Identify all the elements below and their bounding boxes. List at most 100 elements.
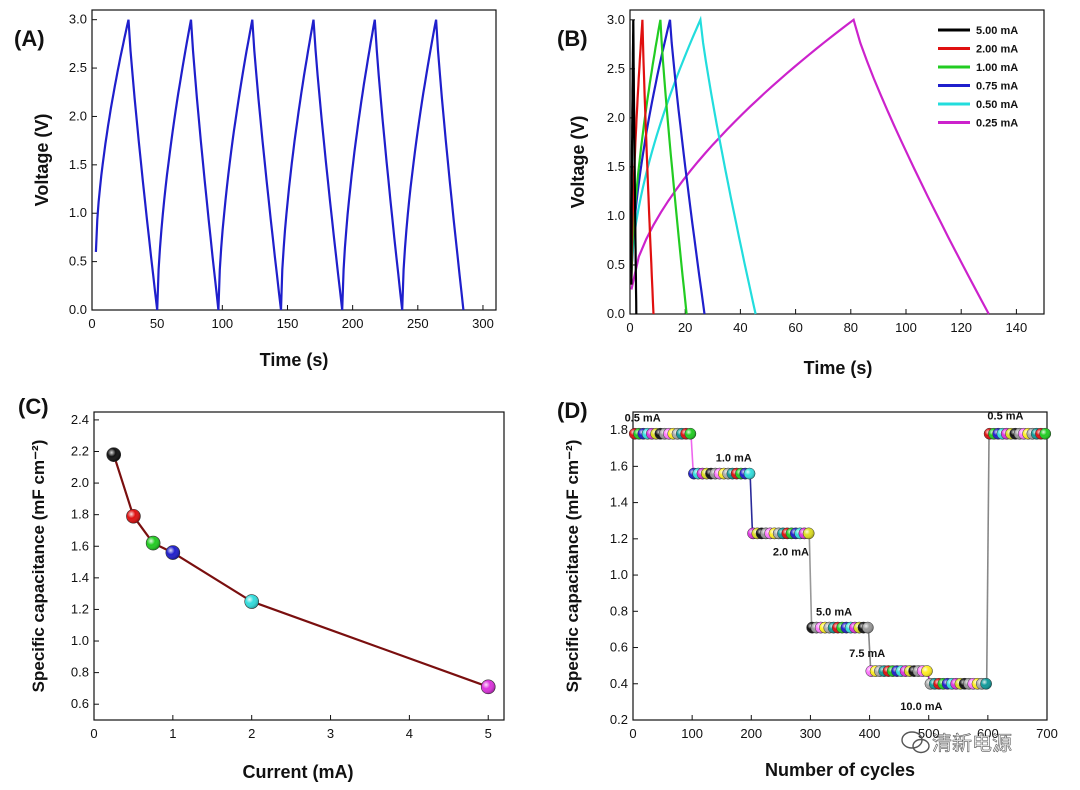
panel-b-legend-label: 0.50 mA: [976, 99, 1018, 111]
panel-d-ytick-label: 0.6: [610, 640, 628, 655]
panel-d-point-highlight: [1039, 428, 1051, 440]
panel-c-series-line: [112, 454, 489, 688]
panel-b-series-line: [630, 19, 638, 315]
panel-c-point-highlight: [165, 545, 180, 560]
panel-c-ytick-label: 1.0: [71, 633, 89, 648]
panel-d-ytick-label: 0.8: [610, 603, 628, 618]
panel-a-series-line: [94, 19, 465, 311]
panel-d-segment-label: 7.5 mA: [849, 648, 885, 660]
panel-a-ytick-label: 1.0: [69, 205, 87, 220]
panel-d-ytick-label: 1.6: [610, 458, 628, 473]
panel-d-xtick-label: 600: [977, 726, 999, 741]
panel-c-ylabel: Specific capacitance (mF cm⁻²): [29, 440, 48, 693]
panel-c-ytick-label: 1.2: [71, 601, 89, 616]
panel-c-frame: [93, 411, 505, 721]
panel-b-series-line: [630, 19, 706, 315]
panel-a-ticks: 0 50 100 150 200 250 300 0.0 0.5 1.0 1.5 2.0 2.5 3.0: [69, 12, 494, 331]
panel-b-xtick-label: 0: [626, 320, 633, 335]
panel-c-ytick-label: 1.6: [71, 538, 89, 553]
panel-c-ticks: 0 1 2 3 4 5 0.6 0.8 1.0 1.2 1.4 1.6 1.8 2.0 2.2 2.4: [71, 412, 492, 741]
panel-c-ytick-label: 1.4: [71, 570, 89, 585]
panel-a-frame: [91, 9, 497, 311]
panel-c-xtick-label: 3: [327, 726, 334, 741]
panel-a-ylabel: Voltage (V): [32, 114, 52, 207]
wechat-icon: [901, 731, 930, 754]
panel-d-segment-label: 5.0 mA: [816, 607, 852, 619]
panel-b-series-line: [630, 15, 757, 315]
panel-b-legend-label: 2.00 mA: [976, 44, 1018, 56]
panel-d-frame: [632, 411, 1048, 721]
watermark: 清新电源: [901, 731, 1012, 755]
panel-d-xtick-label: 400: [859, 726, 881, 741]
panel-c-point-highlight: [146, 536, 161, 551]
panel-d-ytick-label: 1.0: [610, 567, 628, 582]
panel-c-xtick-label: 4: [406, 726, 413, 741]
panel-b-ytick-label: 1.0: [607, 208, 625, 223]
panel-b-xtick-label: 60: [788, 320, 802, 335]
panel-d-ytick-label: 1.4: [610, 495, 628, 510]
panel-a-xtick-label: 300: [472, 316, 494, 331]
panel-b-xtick-label: 120: [950, 320, 972, 335]
panel-a-xtick-label: 150: [277, 316, 299, 331]
panel-d-point-highlight: [684, 428, 696, 440]
panel-c-series: [106, 447, 496, 695]
panel-d-point-highlight: [803, 527, 815, 539]
panel-b-ytick-label: 2.0: [607, 110, 625, 125]
panel-d: (D) 0 100 200 300 400 500 600 700 0.2 0.4 0.6 0.8 1.…: [557, 398, 1058, 780]
panel-a-ytick-label: 0.0: [69, 302, 87, 317]
panel-d-point-highlight: [743, 468, 756, 480]
panel-d-ytick-label: 1.2: [610, 531, 628, 546]
panel-d-segment-label: 2.0 mA: [773, 546, 809, 558]
panel-a-label: (A): [14, 26, 45, 51]
panel-a-series: [94, 19, 465, 311]
panel-b-xtick-label: 40: [733, 320, 747, 335]
panel-b-ylabel: Voltage (V): [568, 116, 588, 209]
panel-c: (C) 0 1 2 3 4 5 0.6 0.8 1.0 1.2 1.4 1.6 1.8 2.0 2.2 2.4…: [18, 394, 505, 782]
panel-c-xtick-label: 5: [485, 726, 492, 741]
panel-a-xlabel: Time (s): [260, 350, 329, 370]
panel-d-point-highlight: [980, 678, 992, 690]
panel-d-connector-line: [749, 473, 754, 534]
panel-b-ytick-label: 0.0: [607, 306, 625, 321]
panel-d-ytick-label: 0.2: [610, 712, 628, 727]
panel-b-ticks: 0 20 40 60 80 100 120 140 0.0 0.5 1.0 1.5 2.0 2.5 3.0: [607, 12, 1027, 335]
panel-c-point-highlight: [126, 509, 141, 524]
panel-c-xtick-label: 2: [248, 726, 255, 741]
panel-d-ytick-label: 0.4: [610, 676, 628, 691]
panel-d-ytick-label: 1.8: [610, 422, 628, 437]
panel-b-xtick-label: 80: [844, 320, 858, 335]
panel-b-series-line: [630, 17, 990, 315]
panel-a: (A) 0 50 100 150 200 250 300 0.0 0.5 1.0 1.5 2.0 2.5…: [14, 9, 497, 370]
panel-b-ytick-label: 0.5: [607, 257, 625, 272]
panel-c-ytick-label: 2.4: [71, 412, 89, 427]
panel-d-xtick-label: 500: [918, 726, 940, 741]
panel-b-xtick-label: 20: [678, 320, 692, 335]
watermark-text: 清新电源: [932, 731, 1012, 755]
panel-a-xtick-label: 100: [211, 316, 233, 331]
panel-d-xtick-label: 300: [800, 726, 822, 741]
panel-d-ylabel: Specific capacitance (mF cm⁻²): [563, 440, 582, 693]
panel-d-connector-line: [867, 627, 872, 672]
panel-b-frame: [629, 9, 1045, 315]
panel-a-ytick-label: 0.5: [69, 254, 87, 269]
panel-d-segment-label: 0.5 mA: [625, 413, 661, 425]
panel-d-connector-line: [985, 433, 990, 684]
panel-b: (B) 0 20 40 60 80 100 120 140 0.0 0.5 1.0 1.5 2.0 2.5…: [557, 9, 1045, 378]
panel-d-xlabel: Number of cycles: [765, 760, 915, 780]
panel-a-xtick-label: 50: [150, 316, 164, 331]
panel-c-ytick-label: 0.6: [71, 696, 89, 711]
panel-b-series: [630, 15, 990, 315]
panel-d-connector-line: [690, 433, 695, 474]
panel-d-point-highlight: [862, 622, 874, 634]
panel-b-legend-label: 1.00 mA: [976, 62, 1018, 74]
panel-d-segment-label: 1.0 mA: [716, 453, 752, 465]
panel-d-xtick-label: 100: [681, 726, 703, 741]
panel-a-xtick-label: 0: [88, 316, 95, 331]
panel-c-point-highlight: [106, 447, 121, 462]
panel-a-ytick-label: 3.0: [69, 12, 87, 27]
panel-b-legend-label: 0.75 mA: [976, 81, 1018, 93]
panel-a-xtick-label: 250: [407, 316, 429, 331]
panel-d-label: (D): [557, 398, 588, 423]
panel-d-xtick-label: 0: [629, 726, 636, 741]
